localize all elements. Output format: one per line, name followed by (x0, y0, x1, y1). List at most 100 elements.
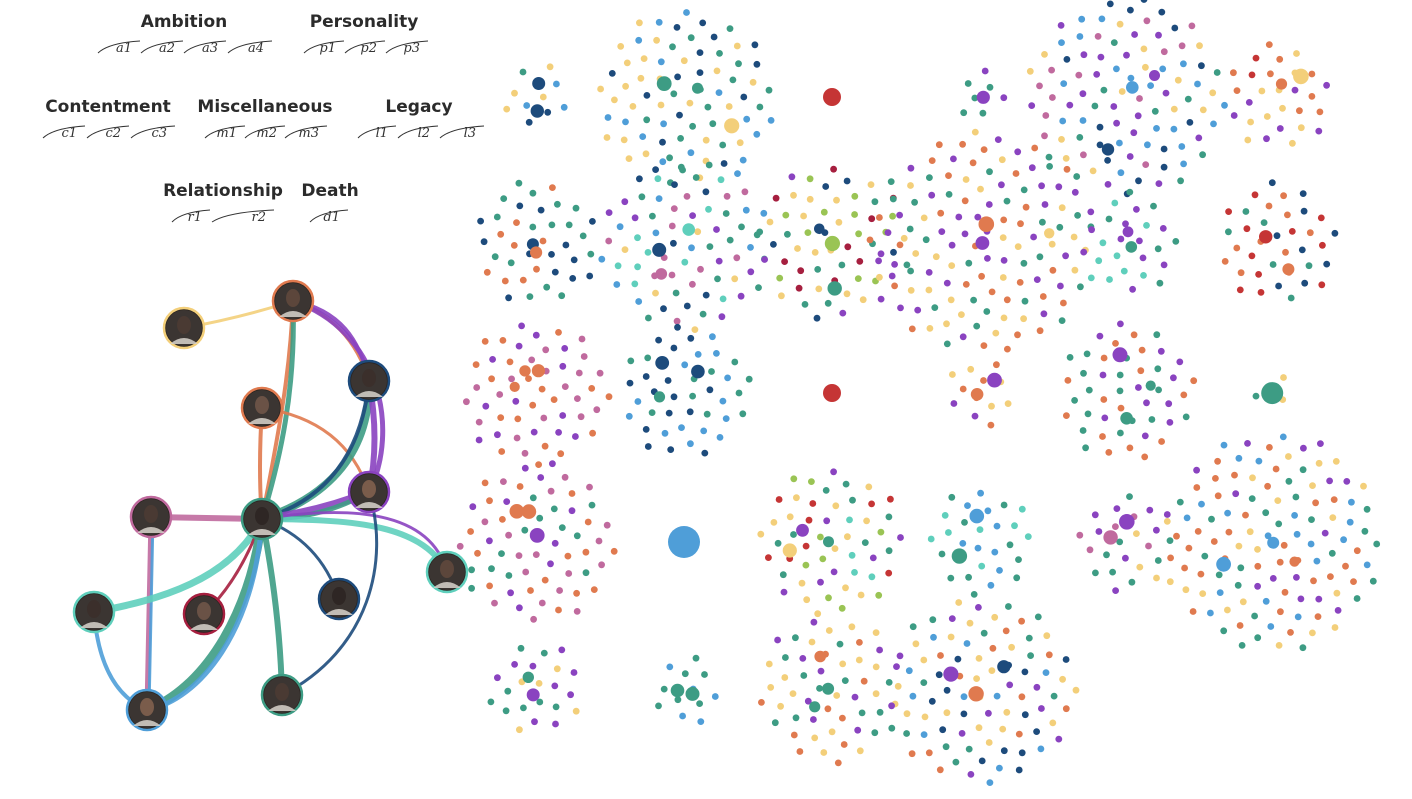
cluster-dot[interactable] (1095, 528, 1103, 535)
cluster-dot[interactable] (825, 627, 833, 634)
cluster-dot[interactable] (841, 677, 849, 684)
cluster-dot[interactable] (851, 211, 858, 218)
cluster-dot[interactable] (751, 41, 759, 49)
cluster-dot[interactable] (1037, 745, 1045, 753)
cluster-dot-highlight[interactable] (526, 688, 540, 702)
cluster-dot[interactable] (1220, 441, 1228, 449)
cluster-dot[interactable] (961, 197, 969, 205)
cluster-dot[interactable] (611, 96, 618, 104)
cluster-dot[interactable] (1048, 240, 1056, 248)
cluster-dot[interactable] (781, 258, 788, 265)
cluster-dot[interactable] (1063, 412, 1070, 419)
cluster-dot[interactable] (867, 181, 875, 189)
cluster-dot[interactable] (733, 42, 741, 50)
cluster-dot[interactable] (1224, 606, 1231, 614)
cluster-dot[interactable] (613, 281, 621, 288)
cluster-dot[interactable] (1291, 512, 1298, 519)
cluster-dot[interactable] (1331, 229, 1339, 237)
cluster-dot[interactable] (1008, 643, 1015, 651)
edge-hamilton-peggy[interactable] (259, 516, 450, 575)
cluster-dot[interactable] (1299, 466, 1307, 474)
cluster-dot[interactable] (507, 589, 514, 597)
cluster-dot[interactable] (780, 588, 788, 596)
cluster-dot[interactable] (1059, 117, 1067, 125)
cluster-dot[interactable] (1071, 397, 1078, 404)
cluster-dot[interactable] (747, 244, 754, 251)
cluster-dot[interactable] (914, 306, 922, 314)
cluster-dot[interactable] (1268, 179, 1276, 187)
cluster-dot[interactable] (1233, 87, 1241, 94)
cluster-dot[interactable] (735, 60, 742, 68)
cluster-dot[interactable] (1167, 554, 1174, 562)
cluster-dot[interactable] (1063, 56, 1071, 63)
cluster-dot[interactable] (1215, 571, 1223, 579)
cluster-dot[interactable] (1085, 386, 1093, 394)
cluster-dot[interactable] (1116, 538, 1124, 546)
cluster-dot[interactable] (985, 739, 993, 746)
cluster-dot[interactable] (1353, 595, 1361, 602)
cluster-dot[interactable] (1143, 222, 1150, 229)
cluster-dot[interactable] (643, 116, 651, 124)
cluster-dot[interactable] (1113, 65, 1120, 73)
cluster-dot[interactable] (574, 395, 581, 402)
cluster-dot[interactable] (1111, 199, 1119, 207)
cluster-dot[interactable] (1252, 54, 1260, 62)
cluster-dot[interactable] (657, 101, 665, 109)
cluster-dot[interactable] (737, 292, 745, 300)
cluster-dot-highlight[interactable] (796, 523, 809, 537)
cluster-dot[interactable] (582, 569, 590, 577)
cluster-dot[interactable] (687, 149, 695, 157)
cluster-dot[interactable] (546, 63, 554, 71)
cluster-dot[interactable] (642, 150, 650, 158)
cluster-dot[interactable] (1251, 612, 1258, 620)
cluster-dot[interactable] (643, 92, 651, 99)
theme-label-m3[interactable]: m3 (298, 126, 319, 141)
cluster-dot[interactable] (1281, 588, 1289, 596)
cluster-dot[interactable] (1186, 119, 1194, 126)
cluster-dot[interactable] (1214, 457, 1221, 465)
cluster-dot[interactable] (889, 212, 896, 220)
cluster-dot[interactable] (1087, 208, 1095, 216)
cluster-dot[interactable] (774, 539, 782, 547)
cluster-dot[interactable] (1287, 629, 1294, 636)
cluster-dot[interactable] (863, 517, 870, 525)
cluster-dot[interactable] (1091, 102, 1099, 110)
cluster-dot[interactable] (1299, 190, 1307, 198)
cluster-dot[interactable] (1300, 444, 1307, 452)
cluster-dot[interactable] (1033, 276, 1041, 283)
cluster-dot[interactable] (1117, 429, 1124, 437)
cluster-dot[interactable] (1323, 260, 1331, 268)
cluster-dot[interactable] (616, 223, 624, 231)
cluster-dot-highlight[interactable] (691, 364, 705, 379)
cluster-dot[interactable] (941, 512, 949, 519)
cluster-dot[interactable] (753, 231, 761, 239)
cluster-dot[interactable] (1079, 90, 1087, 98)
cluster-dot[interactable] (1083, 350, 1091, 358)
cluster-dot[interactable] (775, 496, 783, 503)
cluster-dot[interactable] (1323, 81, 1330, 89)
cluster-dot[interactable] (1188, 22, 1196, 30)
theme-label-c1[interactable]: c1 (61, 126, 77, 141)
cluster-dot[interactable] (1100, 396, 1108, 403)
cluster-dot[interactable] (587, 250, 595, 258)
song-cluster[interactable] (1026, 0, 1228, 198)
cluster-dot[interactable] (1199, 151, 1206, 159)
cluster-dot[interactable] (1308, 516, 1315, 523)
cluster-dot[interactable] (1171, 24, 1179, 32)
cluster-dot[interactable] (757, 530, 765, 538)
cluster-dot[interactable] (1014, 148, 1022, 156)
cluster-dot[interactable] (766, 218, 774, 226)
cluster-dot[interactable] (1117, 404, 1125, 412)
cluster-dot[interactable] (715, 89, 723, 96)
cluster-dot[interactable] (1122, 220, 1129, 228)
cluster-dot[interactable] (1066, 101, 1074, 109)
cluster-dot[interactable] (1166, 578, 1174, 586)
cluster-dot[interactable] (580, 353, 588, 360)
cluster-dot[interactable] (1291, 86, 1299, 94)
cluster-dot[interactable] (1277, 608, 1284, 616)
cluster-dot[interactable] (672, 289, 680, 297)
cluster-dot[interactable] (589, 429, 596, 437)
theme-squiggle-p2[interactable] (344, 40, 386, 54)
cluster-dot[interactable] (885, 679, 893, 686)
cluster-dot[interactable] (511, 89, 518, 97)
